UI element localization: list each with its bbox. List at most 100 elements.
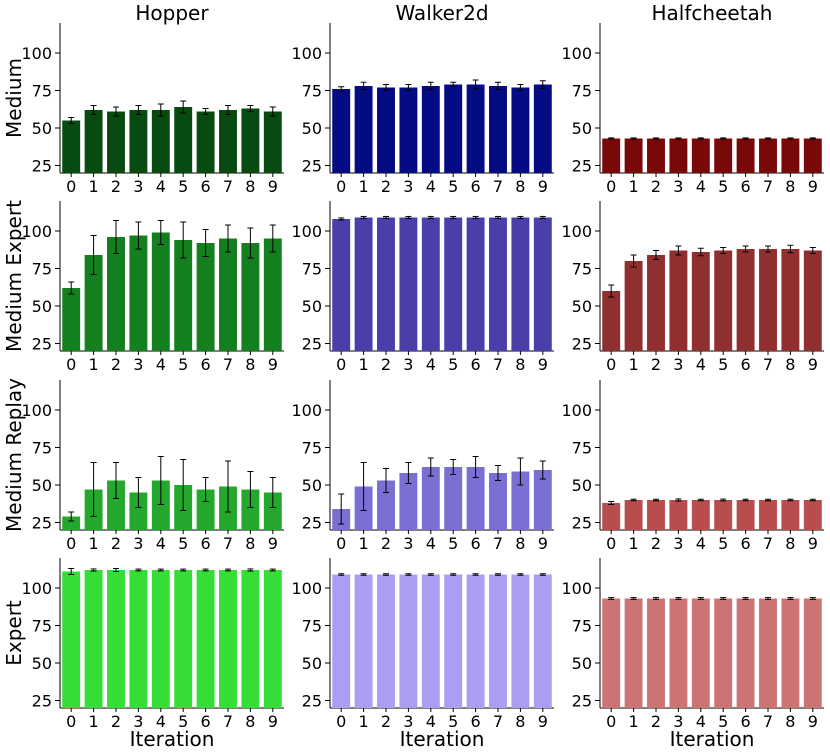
halfcheetah-medium-expert-x-tick-label: 1: [629, 355, 639, 374]
hopper-medium-x-tick-label: 4: [156, 177, 166, 196]
hopper-expert-bar-0: [62, 571, 81, 708]
halfcheetah-expert-y-tick-label: 25: [572, 692, 592, 711]
walker2d-expert-x-tick-label: 3: [403, 712, 413, 731]
walker2d-expert-x-tick-label: 4: [426, 712, 436, 731]
walker2d-medium-x-tick-label: 4: [426, 177, 436, 196]
walker2d-expert-x-tick-label: 9: [538, 712, 548, 731]
halfcheetah-medium-expert-bar-4: [691, 252, 710, 351]
halfcheetah-medium-x-tick-label: 1: [629, 177, 639, 196]
hopper-medium-x-tick-label: 6: [201, 177, 211, 196]
walker2d-expert-y-tick-label: 50: [302, 654, 322, 673]
walker2d-medium-expert-bar-6: [466, 217, 485, 351]
hopper-medium-expert-y-tick-label: 50: [32, 297, 52, 316]
hopper-expert-bar-5: [174, 570, 193, 708]
walker2d-medium-replay-y-tick-label: 100: [291, 401, 322, 420]
walker2d-medium-expert-x-tick-label: 0: [336, 355, 346, 374]
halfcheetah-medium-replay-bar-2: [647, 500, 665, 530]
halfcheetah-medium-expert-bar-3: [669, 250, 688, 351]
halfcheetah-medium-expert-x-tick-label: 2: [651, 355, 661, 374]
hopper-medium-replay-bar-2: [107, 480, 125, 530]
halfcheetah-medium-x-tick-label: 0: [606, 177, 616, 196]
hopper-medium-expert-bar-6: [196, 243, 215, 351]
halfcheetah-medium-x-tick-label: 7: [763, 177, 773, 196]
halfcheetah-medium-x-tick-label: 2: [651, 177, 661, 196]
walker2d-medium-x-tick-label: 5: [448, 177, 458, 196]
walker2d-expert-x-tick-label: 1: [359, 712, 369, 731]
hopper-medium-expert-bar-8: [241, 243, 260, 351]
walker2d-medium-bar-1: [354, 86, 373, 173]
halfcheetah-medium-expert-bar-6: [736, 249, 755, 351]
walker2d-expert-bar-7: [489, 574, 507, 708]
hopper-medium-y-tick-label: 75: [32, 82, 52, 101]
walker2d-medium-replay-y-tick-label: 75: [302, 439, 322, 458]
walker2d-medium-replay-bar-5: [444, 467, 463, 530]
halfcheetah-medium-replay-bar-8: [781, 500, 800, 530]
hopper-medium-bar-6: [196, 111, 215, 173]
hopper-medium-replay-bar-8: [241, 489, 260, 530]
hopper-medium-expert-bar-2: [107, 237, 125, 351]
halfcheetah-medium-bar-5: [714, 138, 733, 173]
halfcheetah-medium-expert-x-tick-label: 4: [696, 355, 706, 374]
halfcheetah-medium-replay-x-tick-label: 3: [673, 534, 683, 553]
halfcheetah-medium-bar-1: [624, 138, 643, 173]
x-axis-title-walker2d: Iteration: [400, 727, 485, 751]
halfcheetah-expert-bar-9: [803, 598, 822, 708]
halfcheetah-expert-y-tick-label: 75: [572, 617, 592, 636]
halfcheetah-medium-expert-x-tick-label: 8: [785, 355, 795, 374]
halfcheetah-medium-replay-x-tick-label: 7: [763, 534, 773, 553]
halfcheetah-medium-expert-bar-8: [781, 249, 800, 351]
halfcheetah-medium-bar-6: [736, 138, 755, 173]
halfcheetah-medium-replay-bar-6: [736, 500, 755, 530]
column-title-hopper: Hopper: [135, 1, 209, 25]
halfcheetah-expert-bar-5: [714, 598, 733, 708]
halfcheetah-expert-x-tick-label: 3: [673, 712, 683, 731]
hopper-expert-bar-9: [263, 570, 282, 708]
hopper-medium-y-tick-label: 25: [32, 157, 52, 176]
x-axis-title-hopper: Iteration: [130, 727, 215, 751]
walker2d-medium-bar-4: [421, 86, 440, 173]
hopper-medium-expert-bar-5: [174, 240, 193, 351]
halfcheetah-expert-x-tick-label: 6: [741, 712, 751, 731]
walker2d-expert-x-tick-label: 2: [381, 712, 391, 731]
halfcheetah-medium-replay-bar-0: [602, 503, 621, 530]
hopper-medium-replay-y-tick-label: 75: [32, 439, 52, 458]
walker2d-medium-replay-x-tick-label: 4: [426, 534, 436, 553]
hopper-medium-expert-x-tick-label: 9: [268, 355, 278, 374]
walker2d-expert-bar-6: [466, 574, 485, 708]
walker2d-medium-replay-x-tick-label: 6: [471, 534, 481, 553]
halfcheetah-medium-x-tick-label: 4: [696, 177, 706, 196]
halfcheetah-medium-replay-x-tick-label: 2: [651, 534, 661, 553]
walker2d-expert-x-tick-label: 0: [336, 712, 346, 731]
walker2d-medium-expert-x-tick-label: 9: [538, 355, 548, 374]
hopper-medium-bar-2: [107, 111, 125, 173]
walker2d-expert-x-tick-label: 7: [493, 712, 503, 731]
walker2d-medium-expert-bar-4: [421, 217, 440, 351]
walker2d-medium-replay-x-tick-label: 7: [493, 534, 503, 553]
hopper-medium-replay-x-tick-label: 5: [178, 534, 188, 553]
hopper-medium-expert-y-tick-label: 75: [32, 260, 52, 279]
hopper-expert-x-tick-label: 3: [133, 712, 143, 731]
halfcheetah-expert-x-tick-label: 4: [696, 712, 706, 731]
hopper-medium-y-tick-label: 100: [21, 44, 52, 63]
hopper-medium-x-tick-label: 5: [178, 177, 188, 196]
walker2d-expert-bar-4: [421, 574, 440, 708]
halfcheetah-medium-y-tick-label: 100: [561, 44, 592, 63]
halfcheetah-medium-expert-x-tick-label: 7: [763, 355, 773, 374]
hopper-medium-x-tick-label: 8: [245, 177, 255, 196]
halfcheetah-expert-x-tick-label: 2: [651, 712, 661, 731]
hopper-medium-expert-y-tick-label: 25: [32, 335, 52, 354]
halfcheetah-expert-x-tick-label: 8: [785, 712, 795, 731]
halfcheetah-expert-x-tick-label: 0: [606, 712, 616, 731]
walker2d-medium-replay-y-tick-label: 25: [302, 514, 322, 533]
walker2d-medium-x-tick-label: 1: [359, 177, 369, 196]
hopper-expert-bar-1: [84, 570, 103, 708]
walker2d-medium-expert-bar-2: [377, 217, 395, 351]
walker2d-medium-expert-x-tick-label: 3: [403, 355, 413, 374]
halfcheetah-medium-bar-2: [647, 138, 665, 173]
walker2d-medium-expert-x-tick-label: 7: [493, 355, 503, 374]
hopper-medium-expert-x-tick-label: 6: [201, 355, 211, 374]
hopper-medium-expert-x-tick-label: 0: [66, 355, 76, 374]
walker2d-expert-bar-3: [399, 574, 418, 708]
halfcheetah-expert-bar-8: [781, 598, 800, 708]
